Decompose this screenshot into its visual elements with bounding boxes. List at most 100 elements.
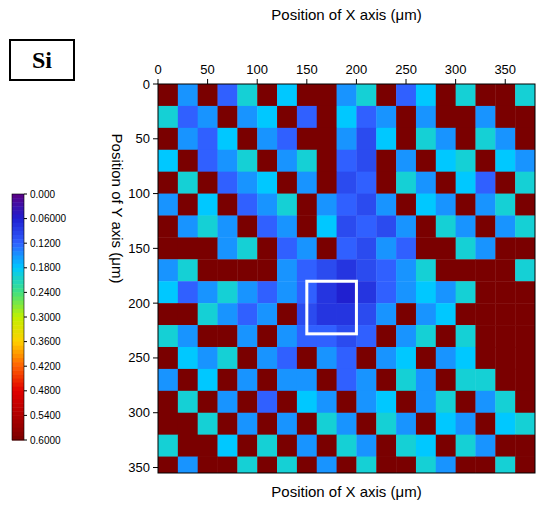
y-axis-title: Position of Y axis (μm) (109, 134, 126, 284)
y-tick-label: 50 (136, 131, 150, 146)
heat-cell (456, 215, 476, 237)
heat-cell (376, 215, 396, 237)
heat-cell (237, 215, 257, 237)
colorbar-segment (12, 243, 24, 248)
heat-cell (218, 281, 238, 303)
heat-cell (297, 259, 317, 281)
heat-cell (416, 281, 436, 303)
heat-cell (416, 413, 436, 435)
heat-cell (376, 128, 396, 150)
heat-cell (416, 369, 436, 391)
heat-cell (515, 172, 535, 194)
colorbar-segment (12, 297, 24, 302)
heat-cell (495, 194, 515, 216)
heat-cell (178, 237, 198, 259)
heat-cell (515, 194, 535, 216)
heat-cell (495, 413, 515, 435)
title: Si (32, 47, 52, 73)
heat-cell (257, 457, 277, 473)
heat-cell (515, 303, 535, 325)
y-tick (153, 303, 158, 304)
colorbar-segment (12, 206, 24, 211)
heat-cell (297, 215, 317, 237)
colorbar-tick (24, 267, 27, 268)
colorbar-segment (12, 231, 24, 236)
heat-cell (257, 303, 277, 325)
heat-cell (515, 435, 535, 457)
heat-cell (396, 369, 416, 391)
heat-cell (158, 259, 178, 281)
heat-cell (277, 84, 297, 106)
heat-cell (356, 150, 376, 172)
heat-cell (198, 457, 218, 473)
heat-cell (277, 259, 297, 281)
heat-cell (356, 259, 376, 281)
heat-cell (436, 106, 456, 128)
heat-cell (198, 106, 218, 128)
heat-cell (178, 369, 198, 391)
heat-cell (356, 128, 376, 150)
heat-cell (456, 391, 476, 413)
heat-cell (495, 435, 515, 457)
heat-cell (515, 215, 535, 237)
heat-cell (436, 281, 456, 303)
heat-cell (337, 84, 357, 106)
heat-cell (376, 150, 396, 172)
colorbar-segment (12, 411, 24, 416)
x-axis-title: Position of X axis (μm) (271, 483, 421, 500)
heat-cell (475, 369, 495, 391)
heat-cell (198, 435, 218, 457)
heat-cell (416, 84, 436, 106)
heat-cell (376, 457, 396, 473)
heat-cell (297, 435, 317, 457)
heat-cell (198, 150, 218, 172)
heat-cell (396, 237, 416, 259)
heat-cell (356, 84, 376, 106)
x-tick (406, 79, 407, 84)
colorbar-tick (24, 194, 27, 195)
colorbar-segment (12, 194, 24, 199)
heat-cell (218, 128, 238, 150)
heat-cell (277, 457, 297, 473)
heat-cell (495, 259, 515, 281)
heat-cell (178, 281, 198, 303)
heat-cell (337, 172, 357, 194)
heat-cell (198, 194, 218, 216)
heat-cell (456, 150, 476, 172)
heat-cell (416, 150, 436, 172)
heat-cell (317, 369, 337, 391)
heat-cell (277, 194, 297, 216)
colorbar-segment (12, 272, 24, 277)
heat-cell (416, 259, 436, 281)
heat-cell (297, 237, 317, 259)
x-tick (306, 79, 307, 84)
heat-cell (237, 128, 257, 150)
heat-cell (237, 259, 257, 281)
heat-cell (297, 172, 317, 194)
heat-cell (515, 281, 535, 303)
colorbar-segment (12, 260, 24, 265)
heat-cell (337, 457, 357, 473)
heat-cell (257, 281, 277, 303)
heat-cell (237, 281, 257, 303)
heat-cell (396, 391, 416, 413)
heat-cell (337, 303, 357, 325)
colorbar-tick (24, 243, 27, 244)
heat-cell (475, 215, 495, 237)
heat-cell (297, 369, 317, 391)
x-tick-label: 50 (200, 62, 214, 77)
heat-cell (356, 347, 376, 369)
title-box: Si (10, 40, 74, 80)
heat-cell (218, 369, 238, 391)
heat-cell (376, 172, 396, 194)
heat-cell (356, 457, 376, 473)
heat-cell (436, 413, 456, 435)
heat-cell (337, 194, 357, 216)
colorbar-segment (12, 403, 24, 408)
heat-cell (495, 84, 515, 106)
colorbar-segment (12, 235, 24, 240)
plot-frame (158, 84, 535, 473)
heat-cell (218, 347, 238, 369)
heat-cell (317, 215, 337, 237)
x-tick (158, 79, 159, 84)
